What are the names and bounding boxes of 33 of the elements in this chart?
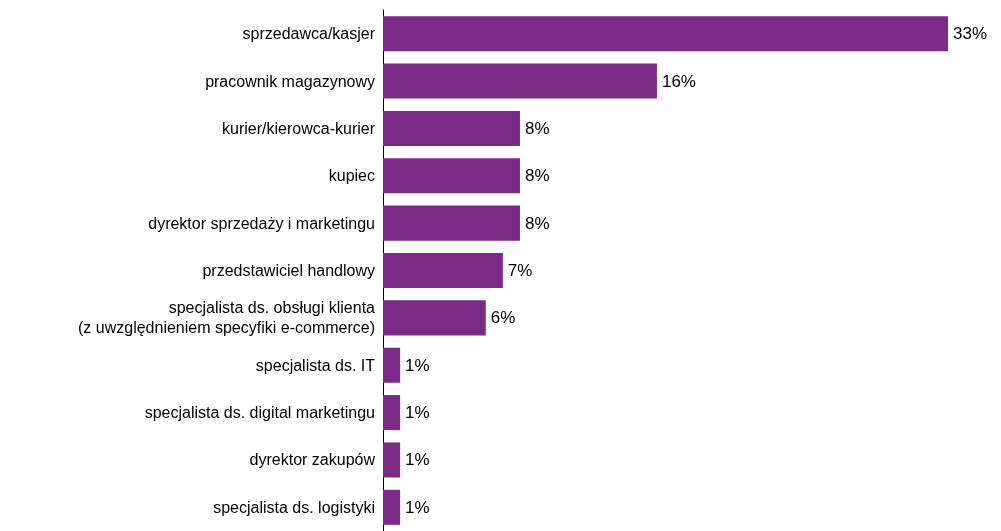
bar	[383, 300, 486, 336]
bar	[383, 63, 657, 99]
data-label: 7%	[507, 261, 533, 280]
bar	[383, 16, 948, 52]
bar	[383, 110, 520, 146]
bar	[383, 395, 401, 431]
data-label: 1%	[405, 450, 430, 470]
bar	[383, 205, 520, 241]
y-tick-label: specjalista ds. logistyki	[213, 498, 375, 516]
y-tick-label: kurier/kierowca-kurier	[222, 119, 376, 137]
y-tick-label: specjalista ds. digital marketingu	[144, 404, 375, 422]
y-tick-label: przedstawiciel handlowy	[202, 262, 375, 279]
bar	[383, 252, 503, 289]
bar	[383, 347, 401, 383]
data-label: 8%	[524, 166, 550, 186]
data-label: 1%	[405, 497, 430, 517]
data-label: 8%	[524, 118, 550, 138]
y-tick-label: specjalista ds. IT	[255, 356, 376, 374]
y-tick-label: sprzedawca/kasjer	[242, 25, 376, 43]
data-label: 1%	[405, 403, 430, 423]
y-tick-label: pracownik magazynowy	[205, 72, 375, 90]
y-tick-label: specjalista ds. obsługi klienta (z uwzględnieniem specyfiki e-commerce)	[78, 299, 376, 337]
data-label: 1%	[405, 355, 430, 375]
data-label: 8%	[524, 213, 550, 233]
y-tick-label: kupiec	[328, 167, 375, 185]
y-tick-label: dyrektor zakupów	[249, 451, 376, 469]
bar	[383, 442, 401, 478]
data-label: 33%	[953, 24, 988, 44]
bar	[383, 158, 520, 194]
bar	[383, 489, 401, 525]
y-tick-label: dyrektor sprzedaży i marketingu	[148, 214, 375, 232]
data-label: 6%	[490, 308, 516, 328]
data-label: 16%	[661, 71, 696, 91]
